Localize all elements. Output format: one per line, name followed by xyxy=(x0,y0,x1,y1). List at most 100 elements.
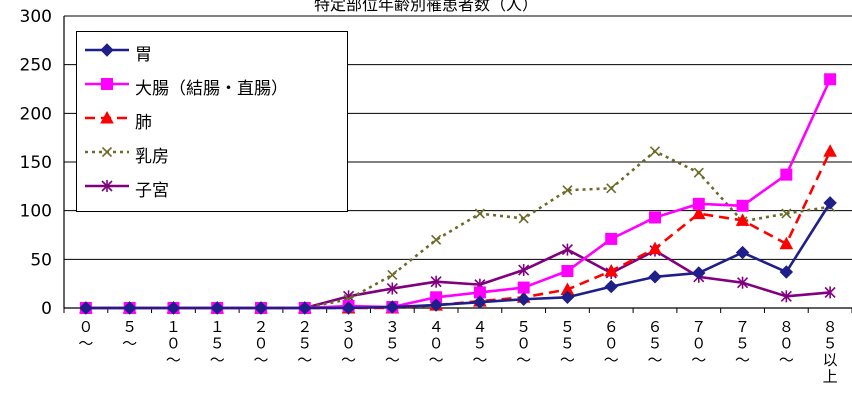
data-point xyxy=(518,213,529,224)
data-point xyxy=(386,282,398,295)
legend-label: 大腸（結腸・直腸） xyxy=(135,79,288,99)
x-tick-label: ８０～ xyxy=(779,318,794,369)
data-point xyxy=(736,276,749,289)
x-tick-label: ３０～ xyxy=(341,318,356,369)
data-point xyxy=(341,301,356,315)
x-tick-label: ６０～ xyxy=(604,318,619,369)
x-tick-char: ０ xyxy=(78,318,93,336)
data-point xyxy=(561,243,574,256)
data-point xyxy=(736,199,749,212)
x-tick-char: ８ xyxy=(779,318,794,336)
x-tick-label: １５～ xyxy=(210,318,225,369)
x-tick-char: ５ xyxy=(385,335,400,353)
x-tick-char: ２ xyxy=(297,318,312,336)
x-tick-label: ３５～ xyxy=(385,318,400,369)
legend-swatch xyxy=(85,110,129,124)
y-tick-label: 150 xyxy=(20,153,52,173)
x-tick-label: ５０～ xyxy=(516,318,531,369)
x-tick-char: ５ xyxy=(472,335,487,353)
data-point xyxy=(823,144,837,157)
x-tick-char: ５ xyxy=(210,335,225,353)
x-tick-char: ０ xyxy=(253,335,268,353)
legend-label: 肺 xyxy=(135,113,152,133)
legend-marker xyxy=(101,78,113,90)
data-point xyxy=(824,286,836,299)
data-point xyxy=(823,196,837,210)
legend-swatch xyxy=(85,180,129,192)
x-tick-char: ５ xyxy=(297,335,312,353)
x-tick-char: ３ xyxy=(341,318,356,336)
data-point xyxy=(560,290,575,305)
data-point xyxy=(605,232,618,245)
legend-marker xyxy=(100,110,114,124)
x-tick-char: ０ xyxy=(779,335,794,353)
data-point xyxy=(430,275,442,288)
legend-label: 子宮 xyxy=(135,181,169,201)
x-tick-char: ０ xyxy=(516,335,531,353)
data-point xyxy=(693,167,704,178)
x-tick-char: ～ xyxy=(429,351,444,369)
y-tick-label: 200 xyxy=(20,104,52,124)
x-tick-char: ０ xyxy=(166,335,181,353)
legend-item: 胃 xyxy=(77,37,347,67)
x-tick-char: ０ xyxy=(429,335,444,353)
y-tick-label: 300 xyxy=(20,7,52,27)
x-tick-char: ７ xyxy=(691,318,706,336)
x-tick-label: ２０～ xyxy=(253,318,268,369)
x-tick-label: ４５～ xyxy=(472,318,487,369)
data-point xyxy=(780,168,793,181)
x-tick-char: ～ xyxy=(735,351,750,369)
x-tick-label: ５５～ xyxy=(560,318,575,369)
x-tick-char: ５ xyxy=(735,335,750,353)
x-tick-char: ～ xyxy=(691,351,706,369)
x-tick-char: ５ xyxy=(516,318,531,336)
data-point xyxy=(735,245,750,260)
x-tick-char: ７ xyxy=(735,318,750,336)
x-tick-char: 上 xyxy=(823,368,838,386)
x-tick-char: ～ xyxy=(604,351,619,369)
legend-marker xyxy=(100,43,114,57)
legend-swatch xyxy=(85,78,129,90)
x-tick-char: ～ xyxy=(516,351,531,369)
legend-swatch xyxy=(85,43,129,57)
data-point xyxy=(691,206,706,220)
x-tick-char: ０ xyxy=(341,335,356,353)
data-point xyxy=(429,298,443,312)
y-tick-label: 50 xyxy=(30,250,52,270)
data-point xyxy=(779,265,794,279)
legend-swatch xyxy=(85,146,129,158)
x-tick-label: ６５～ xyxy=(647,318,662,369)
x-tick-label: １０～ xyxy=(166,318,181,369)
data-point xyxy=(166,301,181,315)
y-tick-label: 100 xyxy=(20,202,52,222)
x-tick-label: ４０～ xyxy=(429,318,444,369)
data-point xyxy=(516,292,531,306)
legend-marker xyxy=(101,180,113,192)
x-tick-char: ～ xyxy=(122,335,137,353)
data-point xyxy=(387,269,398,280)
x-tick-char: ～ xyxy=(297,351,312,369)
x-tick-char: ～ xyxy=(166,351,181,369)
x-tick-char: ６ xyxy=(647,318,662,336)
data-point xyxy=(604,279,618,294)
legend-item: 肺 xyxy=(77,105,347,135)
x-tick-char: ～ xyxy=(78,335,93,353)
x-tick-char: １ xyxy=(166,318,181,336)
series-line xyxy=(85,202,832,310)
x-tick-label: ５～ xyxy=(122,318,137,353)
x-tick-char: 以 xyxy=(823,351,838,369)
data-point xyxy=(518,264,530,277)
x-tick-char: ８ xyxy=(823,318,838,336)
legend-item: 乳房 xyxy=(77,139,347,169)
data-point xyxy=(649,146,661,157)
legend-item: 大腸（結腸・直腸） xyxy=(77,71,347,101)
x-tick-char: １ xyxy=(210,318,225,336)
data-point xyxy=(692,197,705,210)
data-point xyxy=(735,213,750,226)
x-tick-char: ５ xyxy=(647,335,662,353)
data-point xyxy=(606,183,617,194)
x-tick-char: ～ xyxy=(341,351,356,369)
x-tick-char: ２ xyxy=(253,318,268,336)
